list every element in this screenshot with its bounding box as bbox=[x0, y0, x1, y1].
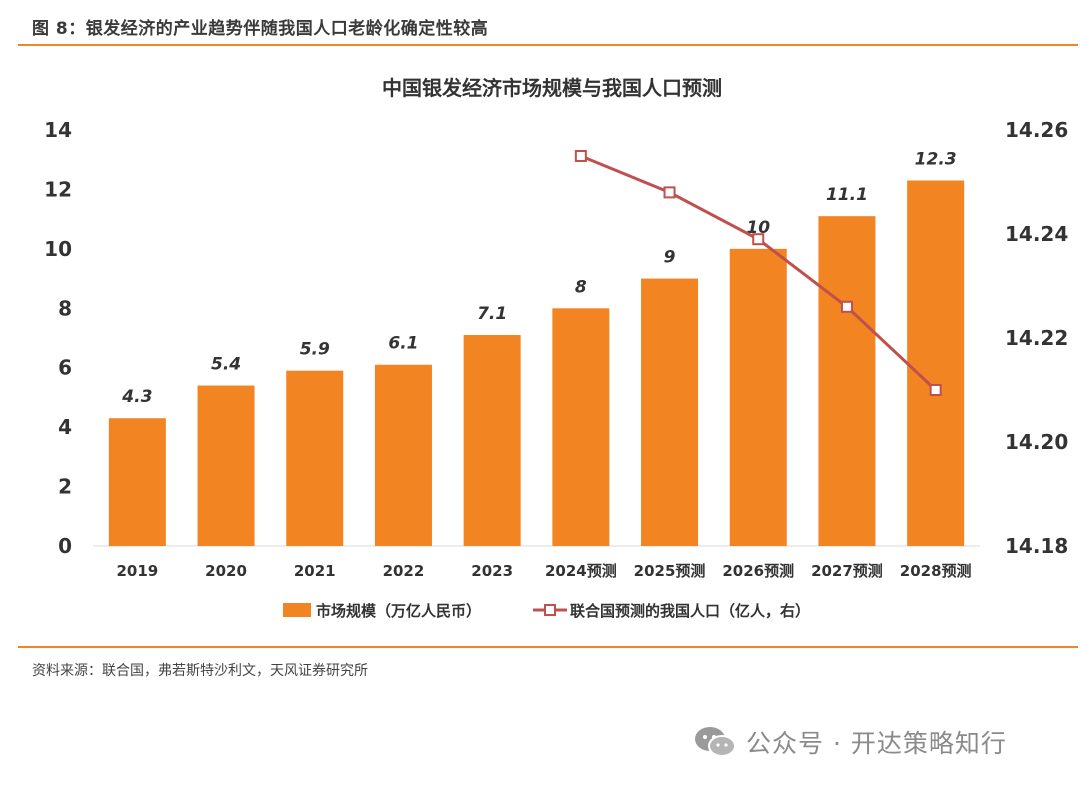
bar-value-label: 8 bbox=[575, 277, 587, 297]
population-marker-2028预测 bbox=[929, 384, 942, 396]
right-axis-tick: 14.26 bbox=[1005, 118, 1068, 142]
category-label: 2028预测 bbox=[900, 562, 972, 580]
bar-2027预测 bbox=[818, 216, 876, 546]
left-axis-tick: 6 bbox=[58, 356, 72, 380]
figure-title: 图 8：银发经济的产业趋势伴随我国人口老龄化确定性较高 bbox=[32, 19, 489, 39]
bar-2020 bbox=[197, 385, 255, 546]
watermark: 公众号 · 开达策略知行 bbox=[692, 724, 1007, 760]
right-axis-tick: 14.20 bbox=[1005, 430, 1068, 454]
legend-bar-swatch bbox=[283, 603, 311, 617]
bar-2023 bbox=[463, 335, 521, 546]
category-label: 2025预测 bbox=[634, 562, 706, 580]
bar-value-label: 5.4 bbox=[211, 355, 241, 375]
bar-2022 bbox=[374, 364, 432, 546]
left-axis-tick: 10 bbox=[44, 237, 72, 261]
bar-value-label: 4.3 bbox=[121, 387, 152, 407]
top-divider bbox=[18, 44, 1078, 46]
left-axis-tick: 8 bbox=[58, 296, 72, 320]
right-axis-tick: 14.18 bbox=[1005, 534, 1068, 558]
left-axis-tick: 12 bbox=[44, 177, 72, 201]
legend-line-marker bbox=[544, 604, 556, 616]
bottom-divider bbox=[18, 646, 1078, 648]
category-label: 2024预测 bbox=[545, 562, 617, 580]
left-axis-tick: 14 bbox=[44, 118, 72, 142]
source-note: 资料来源：联合国，弗若斯特沙利文，天风证券研究所 bbox=[32, 663, 368, 679]
category-label: 2021 bbox=[294, 562, 336, 580]
right-axis-tick: 14.24 bbox=[1005, 222, 1068, 246]
chart: 中国银发经济市场规模与我国人口预测 4.3 5.4 5.9 6.1 7.1 8 9 10 11.… bbox=[44, 76, 1068, 620]
category-label: 2022 bbox=[383, 562, 425, 580]
population-marker-2026预测 bbox=[752, 233, 765, 246]
bar-value-label: 6.1 bbox=[388, 334, 418, 354]
bar-2019 bbox=[108, 418, 166, 546]
population-marker-2027预测 bbox=[840, 300, 853, 313]
right-axis-tick: 14.22 bbox=[1005, 326, 1068, 350]
left-axis-tick: 2 bbox=[58, 475, 72, 499]
legend-bar-label: 市场规模（万亿人民币） bbox=[316, 602, 481, 620]
population-marker-2024预测 bbox=[574, 150, 587, 162]
bar-value-label: 7.1 bbox=[477, 304, 507, 324]
bar-2025预测 bbox=[641, 278, 699, 546]
category-label: 2023 bbox=[471, 562, 513, 580]
bar-value-label: 9 bbox=[664, 248, 676, 268]
bar-2024预测 bbox=[552, 308, 610, 546]
population-marker-2025预测 bbox=[663, 186, 676, 199]
category-label: 2026预测 bbox=[722, 562, 794, 580]
legend-line-label: 联合国预测的我国人口（亿人，右） bbox=[570, 602, 810, 620]
bar-value-label: 10 bbox=[746, 218, 770, 238]
chart-title: 中国银发经济市场规模与我国人口预测 bbox=[382, 76, 722, 100]
bar-2021 bbox=[286, 370, 344, 546]
bar-2026预测 bbox=[729, 248, 787, 546]
wechat-icon bbox=[695, 727, 736, 757]
bar-value-label: 5.9 bbox=[300, 340, 330, 360]
left-axis-tick: 0 bbox=[58, 534, 72, 558]
bar-2028预测 bbox=[907, 180, 965, 546]
bar-value-label: 11.1 bbox=[826, 185, 868, 205]
category-label: 2027预测 bbox=[811, 562, 883, 580]
category-label: 2020 bbox=[205, 562, 247, 580]
left-axis-tick: 4 bbox=[58, 415, 72, 439]
category-label: 2019 bbox=[116, 562, 158, 580]
bar-value-label: 12.3 bbox=[915, 150, 957, 170]
watermark-text: 公众号 · 开达策略知行 bbox=[746, 729, 1007, 758]
